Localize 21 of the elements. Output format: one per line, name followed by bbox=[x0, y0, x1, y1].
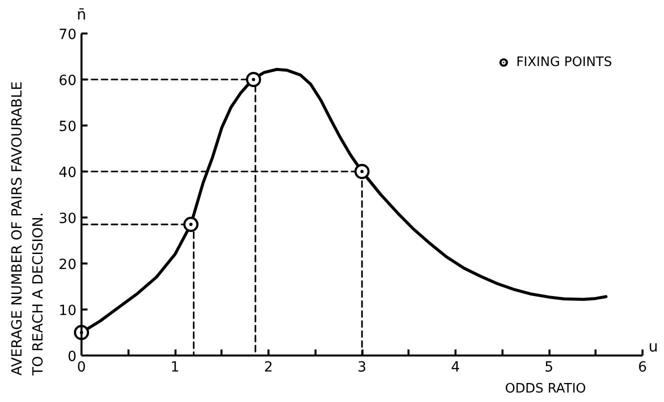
y-tick-label: 0 bbox=[68, 349, 77, 365]
x-axis-title: ODDS RATIO bbox=[504, 382, 586, 396]
x-tick-label: 5 bbox=[544, 360, 554, 376]
x-tick-label: 2 bbox=[264, 360, 273, 376]
y-tick-label: 60 bbox=[58, 73, 77, 89]
y-tick-label: 70 bbox=[58, 27, 77, 43]
y-tick-label: 30 bbox=[58, 211, 77, 227]
text: n̄ bbox=[76, 6, 86, 24]
y-tick-label: 20 bbox=[58, 257, 77, 273]
point bbox=[354, 164, 370, 180]
x-tick-label: 1 bbox=[170, 360, 180, 376]
x-tick-label: 4 bbox=[451, 360, 460, 376]
y-axis-title: AVERAGE NUMBER OF PAIRS FAVOURABLE TO REACH A DECISION. bbox=[10, 81, 46, 376]
legend-label: FIXING POINTS bbox=[516, 54, 612, 70]
text: u bbox=[648, 338, 658, 356]
point bbox=[246, 72, 262, 88]
y-tick-label: 40 bbox=[58, 165, 77, 181]
x-tick-label: 6 bbox=[638, 360, 648, 376]
x-tick-label: 3 bbox=[358, 360, 366, 376]
y-tick-label: 50 bbox=[58, 119, 77, 135]
y-tick-label: 10 bbox=[58, 303, 77, 319]
